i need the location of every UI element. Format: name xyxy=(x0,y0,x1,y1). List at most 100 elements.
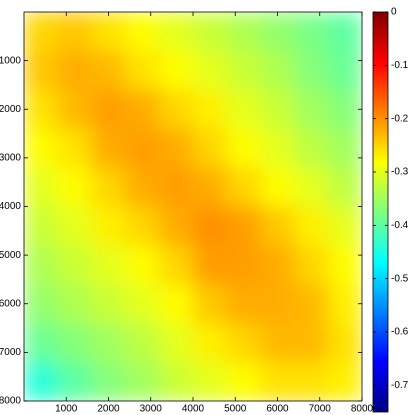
y-tick-label: 5000 xyxy=(0,250,21,261)
heatmap-cell xyxy=(24,362,59,401)
heatmap-cell xyxy=(125,284,160,324)
heatmap-cell xyxy=(193,206,228,246)
heatmap-cell xyxy=(125,362,160,401)
heatmap-cell xyxy=(91,128,126,169)
heatmap-cell xyxy=(294,245,329,285)
heatmap-cell xyxy=(193,362,228,401)
heatmap-cell xyxy=(159,12,194,52)
heatmap-cell xyxy=(24,284,59,324)
heatmap-cell xyxy=(159,323,194,363)
colorbar-tick-label: -0.6 xyxy=(391,327,409,338)
heatmap-cell xyxy=(328,167,362,207)
heatmap-cell xyxy=(125,206,160,246)
heatmap-cell xyxy=(91,323,126,363)
heatmap-cell xyxy=(260,362,295,401)
heatmap-cell xyxy=(57,284,93,324)
heatmap-cell xyxy=(193,128,228,169)
colorbar-tick-label: -0.3 xyxy=(391,167,409,178)
heatmap-cell xyxy=(260,12,295,52)
heatmap-cell xyxy=(328,362,362,401)
heatmap-cell xyxy=(260,323,295,363)
heatmap-cell xyxy=(159,245,194,285)
heatmap-cell xyxy=(159,89,194,130)
heatmap-cell xyxy=(159,50,194,91)
heatmap-cell xyxy=(226,167,262,207)
heatmap-cell xyxy=(91,245,126,285)
heatmap-cell xyxy=(159,362,194,401)
heatmap-cell xyxy=(24,245,59,285)
heatmap-cell xyxy=(57,206,93,246)
colorbar-tick-label: -0.2 xyxy=(391,113,409,124)
heatmap-cell xyxy=(328,12,362,52)
heatmap-cell xyxy=(125,89,160,130)
heatmap-cell xyxy=(294,89,329,130)
heatmap-cell xyxy=(91,50,126,91)
heatmap-cell xyxy=(260,50,295,91)
heatmap-cell xyxy=(260,245,295,285)
heatmap-cell xyxy=(57,245,93,285)
heatmap-cell xyxy=(24,206,59,246)
colorbar xyxy=(372,11,389,413)
x-tick-label: 6000 xyxy=(266,404,289,415)
heatmap-cell xyxy=(260,206,295,246)
y-tick-label: 1000 xyxy=(0,55,21,66)
heatmap-cell xyxy=(125,167,160,207)
heatmap-cell xyxy=(193,50,228,91)
x-tick-label: 2000 xyxy=(97,404,120,415)
heatmap-cell xyxy=(125,245,160,285)
heatmap-cell xyxy=(91,362,126,401)
heatmap-cell xyxy=(260,128,295,169)
heatmap-cell xyxy=(193,12,228,52)
x-tick-label: 4000 xyxy=(182,404,205,415)
heatmap-cell xyxy=(294,50,329,91)
heatmap-cell xyxy=(125,50,160,91)
y-tick-label: 3000 xyxy=(0,153,21,164)
heatmap-cell xyxy=(226,245,262,285)
colorbar-tick-label: 0 xyxy=(391,7,397,18)
y-tick-label: 2000 xyxy=(0,104,21,115)
heatmap-cell xyxy=(328,89,362,130)
heatmap-cell xyxy=(294,323,329,363)
heatmap-cell xyxy=(328,284,362,324)
heatmap-cell xyxy=(328,50,362,91)
heatmap-cell xyxy=(226,89,262,130)
heatmap-cell xyxy=(57,50,93,91)
colorbar-tick-label: -0.1 xyxy=(391,60,409,71)
axes: 1000 2000 3000 4000 5000 6000 7000 8000 1000 2000… xyxy=(0,7,409,415)
heatmap-cell xyxy=(24,128,59,169)
heatmap-cell xyxy=(57,362,93,401)
heatmap-cell xyxy=(24,89,59,130)
heatmap-cell xyxy=(193,89,228,130)
heatmap-cell xyxy=(226,362,262,401)
heatmap-cell xyxy=(260,89,295,130)
heatmap-cell xyxy=(193,245,228,285)
heatmap-cell xyxy=(226,12,262,52)
heatmap-cell xyxy=(294,128,329,169)
heatmap-cell xyxy=(328,128,362,169)
heatmap-cell xyxy=(91,12,126,52)
y-tick-label: 8000 xyxy=(0,396,21,407)
heatmap-cell xyxy=(294,362,329,401)
heatmap-cell xyxy=(226,50,262,91)
heatmap-cell xyxy=(57,167,93,207)
heatmap-cell xyxy=(57,89,93,130)
heatmap-cell xyxy=(125,323,160,363)
heatmap-cell xyxy=(24,12,59,52)
heatmap-cell xyxy=(226,206,262,246)
colorbar-tick-label: -0.4 xyxy=(391,220,409,231)
heatmap xyxy=(24,12,362,401)
heatmap-cell xyxy=(294,284,329,324)
heatmap-cell xyxy=(57,12,93,52)
heatmap-cell xyxy=(159,167,194,207)
heatmap-cell xyxy=(193,323,228,363)
heatmap-cell xyxy=(57,323,93,363)
heatmap-cell xyxy=(328,206,362,246)
x-tick-label: 8000 xyxy=(351,404,374,415)
heatmap-cell xyxy=(294,167,329,207)
heatmap-cell xyxy=(91,89,126,130)
heatmap-cell xyxy=(260,167,295,207)
heatmap-cell xyxy=(328,323,362,363)
heatmap-cell xyxy=(226,323,262,363)
heatmap-cell xyxy=(24,50,59,91)
